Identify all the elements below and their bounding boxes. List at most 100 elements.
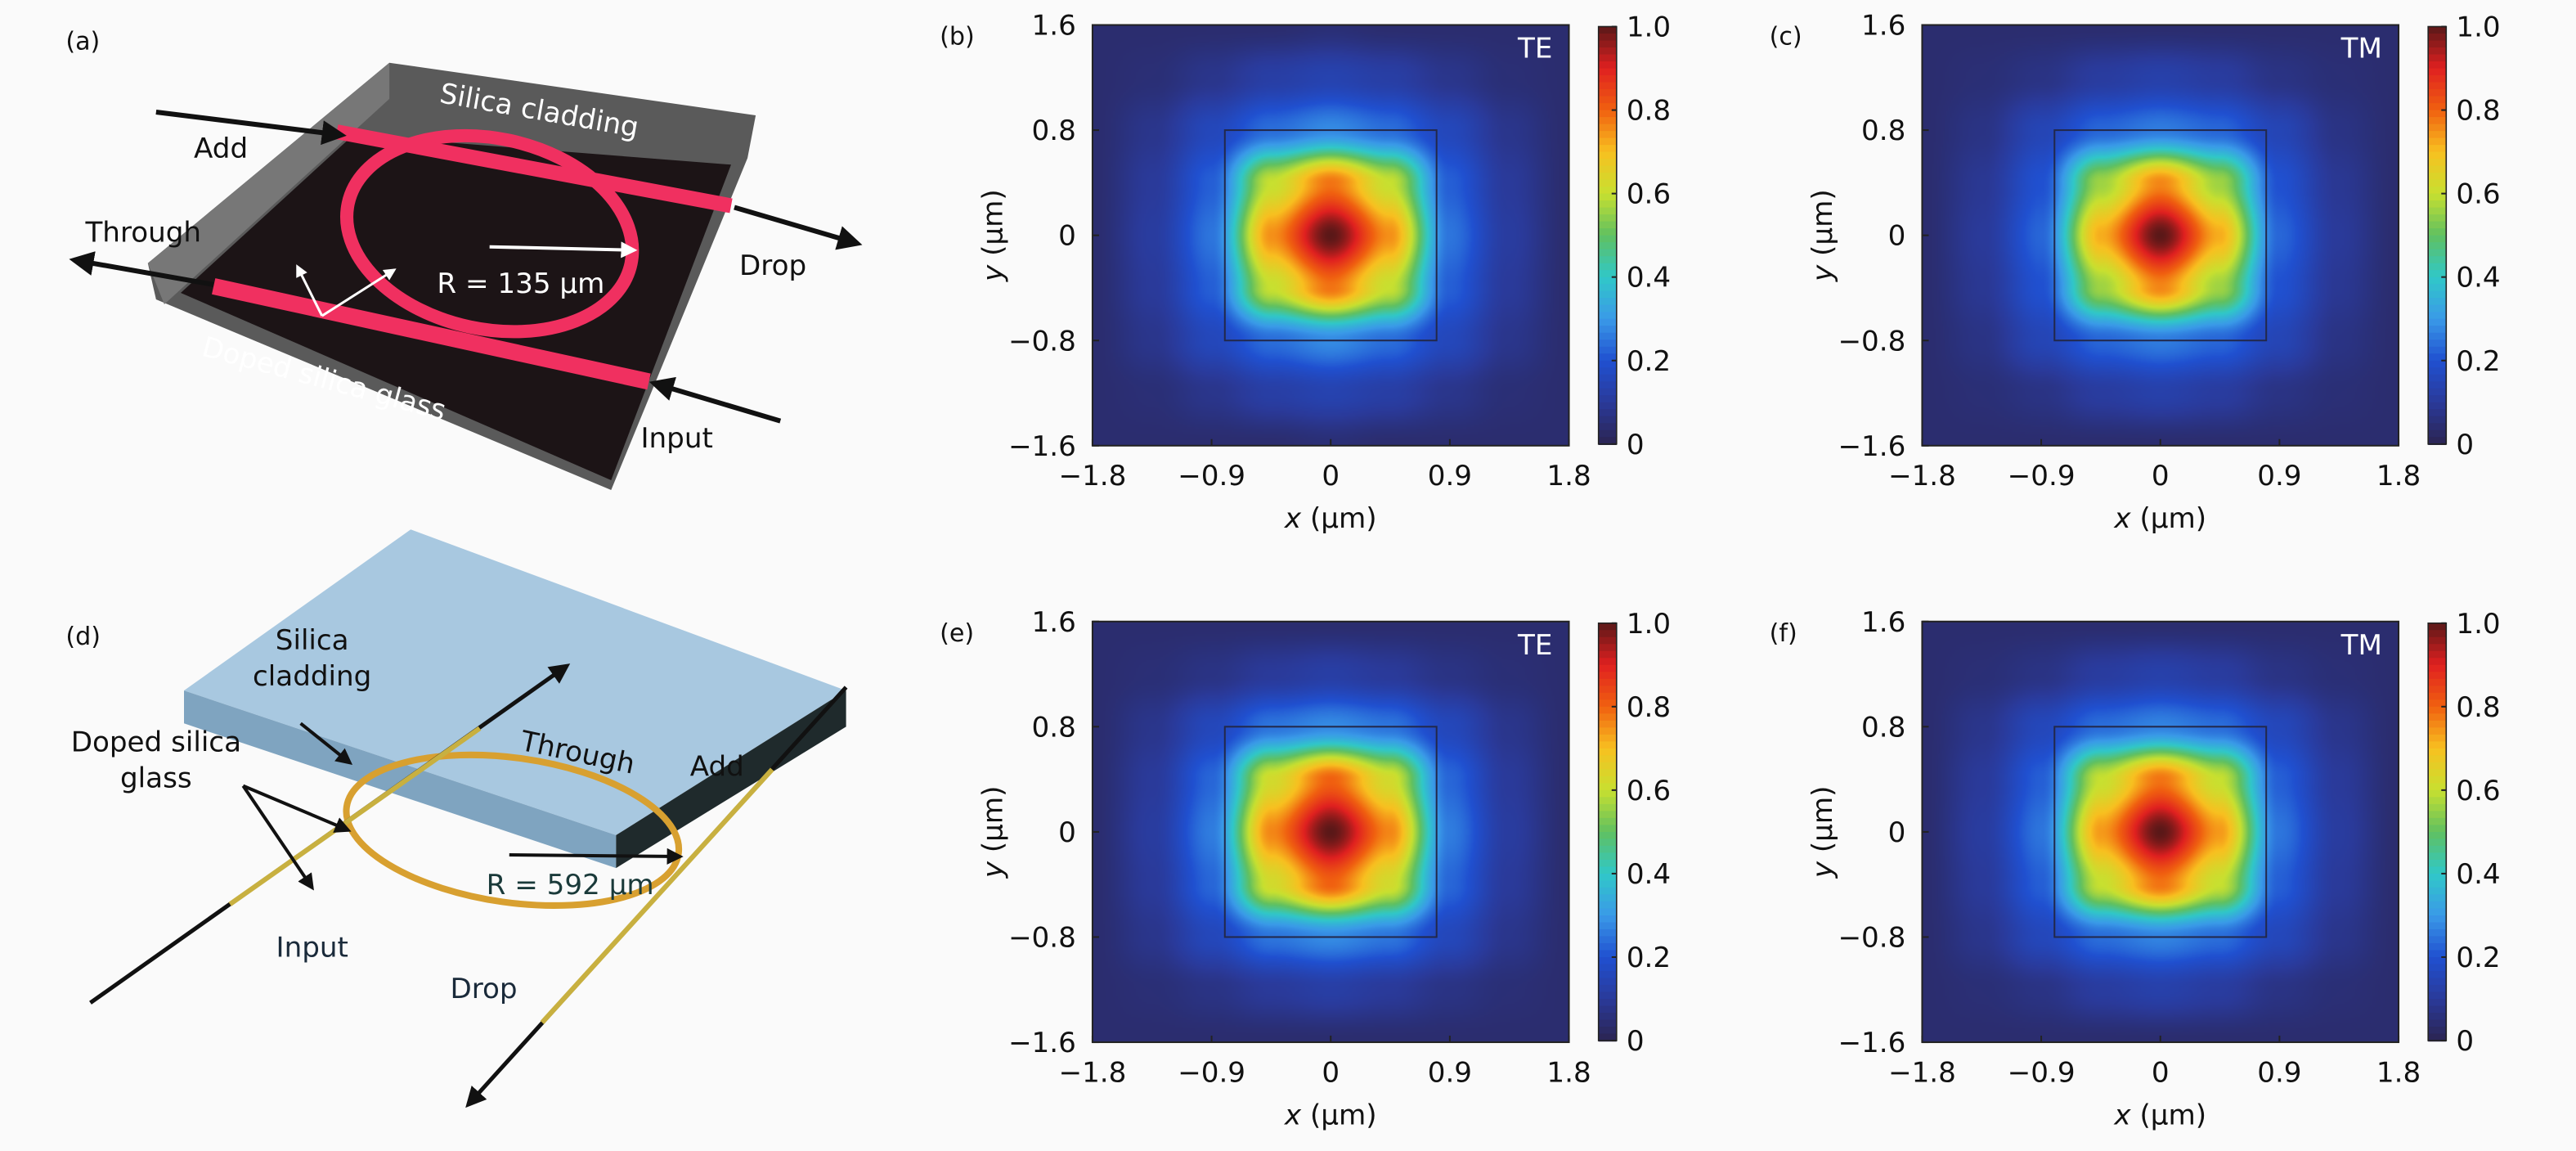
colorbar-segment	[2428, 762, 2447, 771]
colorbar-segment	[1598, 894, 1617, 903]
colorbar-segment	[2428, 346, 2447, 355]
slab-top	[184, 529, 846, 835]
colorbar-segment	[2428, 672, 2447, 680]
colorbar-segment	[2428, 423, 2447, 431]
x-tick-label: 0	[2152, 460, 2170, 492]
colorbar-tick-label: 0.2	[2456, 345, 2500, 378]
colorbar-segment	[1598, 235, 1617, 244]
colorbar-segment	[1598, 1019, 1617, 1028]
colorbar-segment	[1598, 34, 1617, 42]
colorbar-segment	[2428, 339, 2447, 348]
colorbar-segment	[2428, 137, 2447, 146]
colorbar-segment	[1598, 928, 1617, 937]
colorbar-segment	[2428, 326, 2447, 334]
colorbar-segment	[2428, 991, 2447, 1000]
colorbar-tick-label: 0.8	[1627, 691, 1671, 724]
silica-label-line2: cladding	[253, 660, 371, 693]
x-tick-label: −0.9	[2008, 1056, 2076, 1089]
panel-label-a: (a)	[65, 28, 100, 56]
y-axis-label: y (μm)	[1806, 786, 1839, 879]
doped-pointer-1	[242, 784, 352, 833]
colorbar-segment	[2428, 887, 2447, 896]
colorbar-tick-label: 1.0	[1627, 11, 1671, 44]
colorbar-segment	[2428, 1019, 2447, 1028]
colorbar-segment	[2428, 1005, 2447, 1014]
colorbar-segment	[1598, 873, 1617, 882]
colorbar-tick-label: 0.4	[1627, 858, 1671, 891]
colorbar-segment	[2428, 145, 2447, 153]
colorbar-segment	[1598, 789, 1617, 798]
y-tick-label: 1.6	[1032, 606, 1076, 639]
x-tick-label: 0.9	[2257, 460, 2301, 492]
radius-label: R = 135 μm	[437, 268, 604, 300]
colorbar-segment	[2428, 374, 2447, 383]
colorbar-segment	[2428, 298, 2447, 306]
colorbar-segment	[2428, 61, 2447, 70]
colorbar-segment	[1598, 298, 1617, 306]
colorbar-segment	[1598, 290, 1617, 299]
colorbar-segment	[2428, 34, 2447, 42]
y-tick-label: −0.8	[1838, 922, 1905, 955]
colorbar-segment	[1598, 200, 1617, 209]
colorbar: 1.0 0.8 0.6 0.4 0.2 0	[2427, 608, 2501, 1058]
silica-pointer	[299, 722, 353, 766]
panel-label: (f)	[1770, 619, 1797, 648]
colorbar-segment	[1598, 803, 1617, 812]
colorbar-segment	[1598, 1033, 1617, 1042]
colorbar-segment	[2428, 803, 2447, 812]
colorbar-segment	[1598, 360, 1617, 369]
colorbar-segment	[1598, 249, 1617, 258]
colorbar-segment	[1598, 623, 1617, 632]
mode-annotation: TM	[2340, 33, 2382, 65]
y-tick-label: 0	[1058, 816, 1076, 849]
colorbar-segment	[2428, 942, 2447, 951]
colorbar-segment	[2428, 40, 2447, 49]
colorbar-segment	[2428, 999, 2447, 1007]
colorbar-segment	[2428, 131, 2447, 139]
colorbar-segment	[1598, 256, 1617, 264]
doped-label-line2: glass	[120, 762, 192, 795]
colorbar-segment	[2428, 741, 2447, 750]
colorbar-tick-label: 0	[2456, 429, 2474, 461]
colorbar-segment	[2428, 117, 2447, 125]
radius-label: R = 592 μm	[487, 869, 654, 901]
input-label: Input	[640, 422, 712, 455]
x-axis-label: x (μm)	[2113, 1099, 2206, 1131]
colorbar-segment	[2428, 68, 2447, 77]
panel-d-schematic: (d) Silica cladding Doped silica glass T…	[65, 529, 848, 1108]
colorbar-segment	[1598, 699, 1617, 708]
colorbar-tick-label: 1.0	[1627, 608, 1671, 641]
x-tick-label: 1.8	[2376, 1056, 2421, 1089]
colorbar-segment	[2428, 894, 2447, 903]
colorbar-segment	[1598, 706, 1617, 715]
x-tick-label: 0.9	[2257, 1056, 2301, 1089]
colorbar-segment	[2428, 936, 2447, 945]
colorbar-segment	[2428, 825, 2447, 834]
colorbar-segment	[2428, 852, 2447, 861]
colorbar-segment	[2428, 623, 2447, 632]
colorbar-segment	[2428, 713, 2447, 722]
colorbar-segment	[2428, 922, 2447, 931]
colorbar-segment	[1598, 339, 1617, 348]
colorbar-segment	[1598, 978, 1617, 987]
colorbar-segment	[2428, 395, 2447, 403]
colorbar-frame	[2427, 622, 2448, 1041]
input-label: Input	[276, 932, 348, 964]
colorbar-segment	[2428, 783, 2447, 792]
colorbar-segment	[2428, 437, 2447, 445]
mode-annotation: TE	[1517, 33, 1552, 65]
colorbar-segment	[1598, 839, 1617, 848]
bottom-bus-waveguide	[212, 278, 651, 390]
colorbar-segment	[1598, 901, 1617, 910]
colorbar-segment	[1598, 47, 1617, 56]
slab-front-face	[184, 690, 617, 869]
colorbar-segment	[1598, 54, 1617, 63]
colorbar-segment	[2428, 650, 2447, 659]
colorbar-segment	[1598, 187, 1617, 195]
colorbar-segment	[1598, 151, 1617, 160]
colorbar-segment	[2428, 290, 2447, 299]
x-axis-label: x (μm)	[2113, 502, 2206, 535]
doped-pointer-2	[241, 785, 314, 891]
colorbar-segment	[1598, 326, 1617, 334]
y-tick-label: −1.6	[1838, 430, 1905, 463]
